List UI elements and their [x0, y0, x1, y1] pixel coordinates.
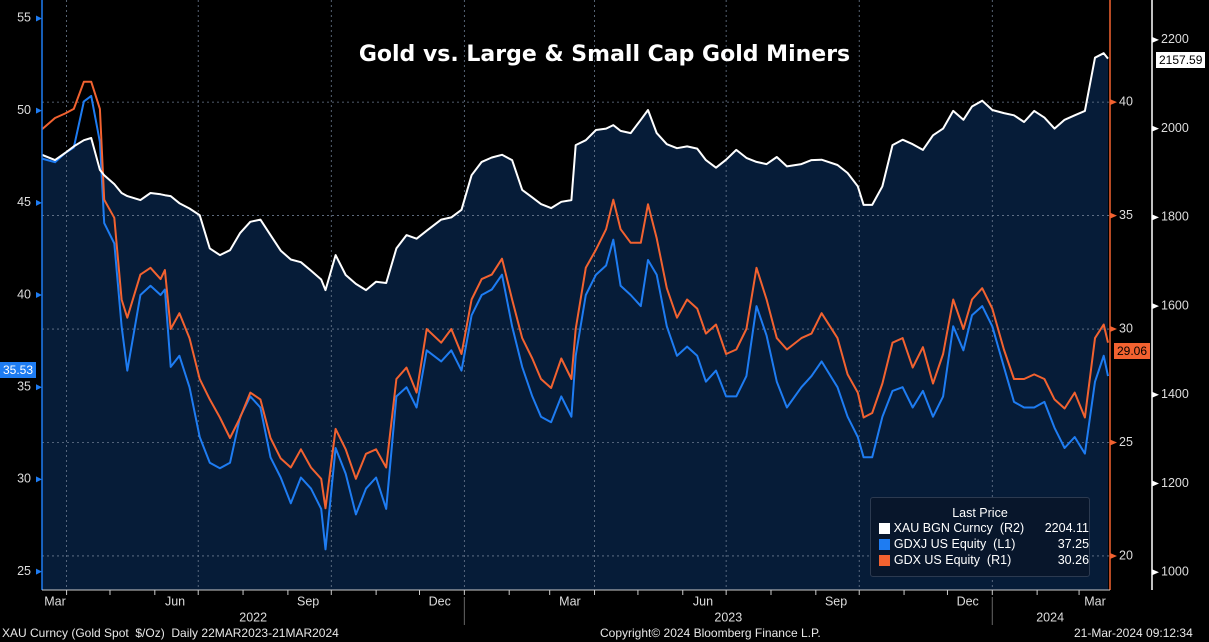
r2-tick-arrow-icon [1152, 569, 1159, 576]
axes: 25 30 35 40 45 50 55 20 25 30 35 40 1000 1200 1400 1600… [17, 0, 1189, 625]
legend: Last Price XAU BGN Curncy (R2) 2204.11 G… [870, 497, 1090, 577]
l1-tick-arrow-icon [36, 292, 42, 298]
x-year-label: 2022 [239, 610, 267, 624]
area-fill-layer [42, 53, 1108, 590]
r2-tick-label: 1200 [1161, 476, 1189, 490]
l1-tick-arrow-icon [36, 568, 42, 575]
legend-swatch [879, 522, 890, 534]
x-month-label: Jun [165, 594, 185, 608]
legend-item-gdx: GDX US Equity (R1) 30.26 [871, 552, 1089, 568]
l1-tick-arrow-icon [36, 384, 42, 391]
series-layer [41, 52, 1109, 551]
r1-tick-label: 30 [1119, 321, 1133, 335]
x-year-label: 2023 [714, 610, 742, 624]
r2-tick-arrow-icon [1152, 214, 1159, 221]
legend-swatch [879, 538, 890, 550]
legend-name: GDX US Equity (R1) [893, 553, 1012, 567]
l1-tick-label: 35 [17, 379, 31, 393]
r2-last-value-tag: 2157.59 [1156, 52, 1206, 68]
l1-tick-arrow-icon [36, 15, 42, 22]
l1-last-value-tag: 35.53 [0, 362, 37, 378]
r2-tick-arrow-icon [1152, 480, 1159, 487]
r2-tick-arrow-icon [1152, 391, 1159, 398]
series-line-gdxj-us-equity [41, 94, 1109, 551]
legend-header: Last Price [952, 506, 1008, 520]
r2-tick-label: 1400 [1161, 387, 1189, 401]
r2-tick-label: 2200 [1161, 32, 1189, 46]
r1-tick-label: 40 [1119, 94, 1133, 108]
l1-tick-label: 25 [17, 564, 31, 578]
r1-tick-label: 20 [1119, 548, 1133, 562]
r2-tick-arrow-icon [1152, 303, 1159, 310]
legend-value: 30.26 [1057, 553, 1090, 567]
x-month-label: Sep [825, 594, 847, 608]
r2-tick-arrow-icon [1152, 36, 1159, 43]
l1-tick-arrow-icon [36, 476, 42, 483]
l1-tick-arrow-icon [36, 107, 42, 114]
r2-tick-label: 1000 [1161, 565, 1189, 579]
r2-tick-label: 2000 [1161, 121, 1189, 135]
l1-tick-label: 45 [17, 195, 31, 209]
r1-tick-arrow-icon [1110, 439, 1117, 446]
footer-timestamp: 21-Mar-2024 09:12:34 [1074, 626, 1193, 640]
r2-tick-label: 1800 [1161, 210, 1189, 224]
x-month-label: Dec [429, 594, 451, 608]
series-line-gdx-us-equity [41, 80, 1109, 510]
r1-tick-arrow-icon [1110, 212, 1117, 219]
footer-security-info: XAU Curncy (Gold Spot $/Oz) Daily 22MAR2… [2, 626, 339, 640]
l1-tick-label: 40 [17, 287, 31, 301]
r1-tick-label: 35 [1119, 208, 1133, 222]
r1-tick-label: 25 [1119, 435, 1133, 449]
r2-tick-label: 1600 [1161, 298, 1189, 312]
legend-value: 37.25 [1057, 537, 1090, 551]
r1-last-value-tag: 29.06 [1114, 343, 1151, 359]
legend-swatch [879, 554, 890, 566]
l1-tick-label: 55 [17, 11, 31, 25]
l1-tick-arrow-icon [36, 199, 42, 206]
x-month-label: Mar [1084, 594, 1106, 608]
footer-copyright: Copyright© 2024 Bloomberg Finance L.P. [600, 626, 821, 640]
legend-value: 2204.11 [1044, 521, 1089, 535]
legend-name: GDXJ US Equity (L1) [893, 537, 1016, 551]
x-month-label: Jun [693, 594, 713, 608]
x-month-label: Dec [957, 594, 979, 608]
legend-item-xau: XAU BGN Curncy (R2) 2204.11 [871, 520, 1089, 536]
r2-tick-arrow-icon [1152, 125, 1159, 132]
x-month-label: Mar [44, 594, 66, 608]
chart-title: Gold vs. Large & Small Cap Gold Miners [358, 42, 851, 67]
x-month-label: Sep [297, 594, 319, 608]
legend-name: XAU BGN Curncy (R2) [893, 521, 1025, 535]
r1-tick-arrow-icon [1110, 552, 1117, 559]
r1-tick-arrow-icon [1110, 99, 1117, 106]
l1-tick-label: 30 [17, 472, 31, 486]
l1-tick-label: 50 [17, 103, 31, 117]
xau-area-fill [42, 53, 1108, 590]
r1-tick-arrow-icon [1110, 326, 1117, 333]
legend-item-gdxj: GDXJ US Equity (L1) 37.25 [871, 536, 1089, 552]
x-year-label: 2024 [1036, 610, 1064, 624]
x-month-label: Mar [559, 594, 581, 608]
series-line-xau-bgn-curncy [41, 52, 1109, 292]
